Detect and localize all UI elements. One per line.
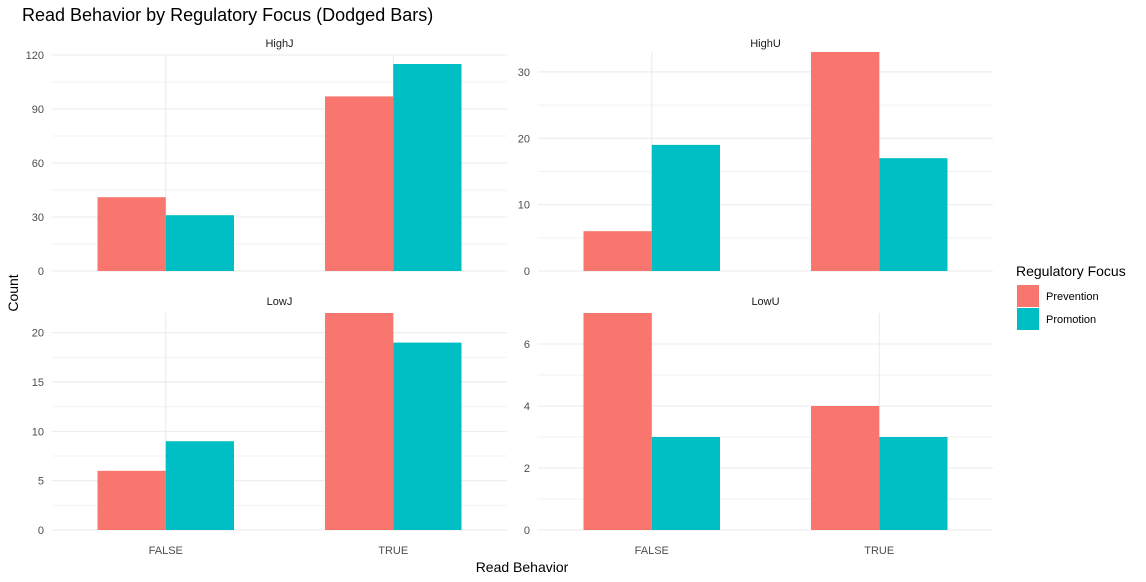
y-tick-label: 4 <box>524 401 530 413</box>
y-tick-label: 90 <box>32 104 44 116</box>
legend-key-Prevention <box>1017 285 1039 307</box>
bar-LowU-Prevention-FALSE <box>583 313 652 530</box>
bar-LowU-Promotion-TRUE <box>879 437 948 530</box>
y-tick-label: 2 <box>524 463 530 475</box>
bar-HighJ-Prevention-FALSE <box>97 197 166 271</box>
y-tick-label: 0 <box>38 525 44 537</box>
bar-HighJ-Prevention-TRUE <box>325 96 394 272</box>
bar-LowU-Promotion-FALSE <box>651 437 720 530</box>
y-tick-label: 20 <box>32 328 44 340</box>
facet-strip-label: LowJ <box>267 296 293 308</box>
facet-HighU: 0 10 20 30 HighU <box>518 38 993 278</box>
x-tick-label: TRUE <box>864 545 894 557</box>
x-tick-label: FALSE <box>635 545 669 557</box>
bar-HighU-Promotion-TRUE <box>879 158 948 271</box>
bar-HighJ-Promotion-TRUE <box>393 64 462 271</box>
facet-LowU: 0 2 4 6 LowU FALSE TRUE <box>524 296 993 557</box>
facet-strip-label: HighU <box>750 38 781 50</box>
facet-strip-label: LowU <box>751 296 779 308</box>
legend: Regulatory Focus Prevention Promotion <box>1016 263 1126 330</box>
bar-HighU-Prevention-TRUE <box>811 52 880 271</box>
x-tick-label: FALSE <box>149 545 183 557</box>
y-tick-label: 30 <box>32 212 44 224</box>
y-tick-label: 120 <box>26 50 44 62</box>
y-tick-label: 0 <box>524 525 530 537</box>
bar-LowJ-Promotion-FALSE <box>165 441 234 530</box>
y-tick-label: 0 <box>38 266 44 278</box>
legend-title: Regulatory Focus <box>1016 263 1126 279</box>
y-tick-label: 0 <box>524 266 530 278</box>
facet-LowJ: 0 5 10 15 20 LowJ FALSE TRUE <box>32 296 507 557</box>
bar-LowU-Prevention-TRUE <box>811 406 880 530</box>
facet-HighJ: 0 30 60 90 120 HighJ <box>26 38 507 278</box>
chart-title: Read Behavior by Regulatory Focus (Dodge… <box>22 5 433 25</box>
y-tick-label: 10 <box>32 426 44 438</box>
x-tick-label: TRUE <box>378 545 408 557</box>
bar-HighU-Promotion-FALSE <box>651 144 720 271</box>
facet-strip-label: HighJ <box>265 38 293 50</box>
y-axis-title: Count <box>5 274 21 311</box>
y-tick-label: 20 <box>518 133 530 145</box>
bar-LowJ-Promotion-TRUE <box>393 342 462 530</box>
legend-label-Prevention: Prevention <box>1046 291 1099 303</box>
y-tick-label: 30 <box>518 67 530 79</box>
bar-LowJ-Prevention-FALSE <box>97 470 166 530</box>
legend-key-Promotion <box>1017 308 1039 330</box>
y-tick-label: 5 <box>38 476 44 488</box>
y-tick-label: 15 <box>32 377 44 389</box>
x-axis-title: Read Behavior <box>476 559 569 575</box>
y-tick-label: 6 <box>524 339 530 351</box>
bar-HighJ-Promotion-FALSE <box>165 215 234 271</box>
legend-label-Promotion: Promotion <box>1046 314 1096 326</box>
bar-LowJ-Prevention-TRUE <box>325 313 394 530</box>
facets: 0306090120HighJ0102030HighU05101520LowJF… <box>26 38 993 557</box>
y-tick-label: 60 <box>32 158 44 170</box>
y-tick-label: 10 <box>518 200 530 212</box>
bar-HighU-Prevention-FALSE <box>583 231 652 271</box>
